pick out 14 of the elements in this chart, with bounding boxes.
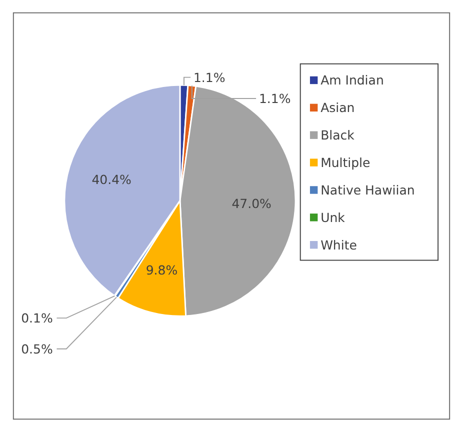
data-label: 1.1% bbox=[193, 70, 226, 85]
data-label: 9.8% bbox=[146, 262, 178, 278]
legend-label: White bbox=[320, 237, 358, 252]
data-label: 47.0% bbox=[232, 196, 272, 212]
data-label: 0.5% bbox=[21, 341, 53, 356]
data-label: 40.4% bbox=[92, 172, 132, 187]
legend-label: Multiple bbox=[320, 155, 371, 170]
legend-label: Am Indian bbox=[320, 72, 384, 88]
legend-label: Asian bbox=[320, 100, 355, 116]
data-label: 1.1% bbox=[258, 91, 291, 106]
legend-label: Unk bbox=[320, 210, 346, 225]
legend-label: Native Hawiian bbox=[320, 182, 415, 198]
data-label: 0.1% bbox=[21, 310, 53, 326]
legend-label: Black bbox=[320, 128, 356, 143]
